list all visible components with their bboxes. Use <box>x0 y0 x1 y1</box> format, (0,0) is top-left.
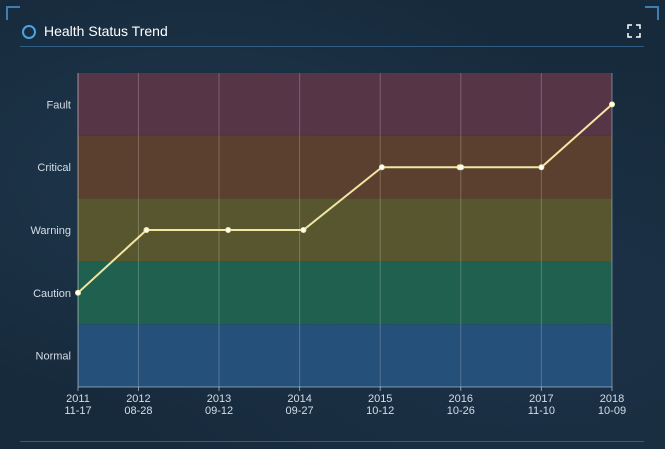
x-tick-year: 2017 <box>529 393 553 405</box>
x-tick-date: 10-12 <box>366 405 394 417</box>
y-tick-label: Critical <box>37 162 71 174</box>
data-point[interactable] <box>300 227 307 233</box>
x-tick-year: 2014 <box>287 393 311 405</box>
x-tick-date: 09-27 <box>286 405 314 417</box>
footer-divider <box>20 441 644 442</box>
x-tick-date: 11-10 <box>528 405 555 417</box>
data-points <box>75 101 615 296</box>
band-normal <box>78 324 612 387</box>
y-tick-label: Caution <box>33 288 71 300</box>
data-point[interactable] <box>225 227 232 233</box>
grid-lines <box>77 73 613 391</box>
data-point[interactable] <box>458 164 465 171</box>
corner-decoration <box>6 6 20 20</box>
x-tick-year: 2012 <box>126 393 150 405</box>
x-tick-year: 2018 <box>600 393 624 405</box>
x-tick-year: 2016 <box>449 393 473 405</box>
corner-decoration <box>645 6 659 20</box>
x-tick-date: 10-09 <box>598 405 626 417</box>
y-axis-labels: Normal Caution Warning Critical Fault <box>30 99 71 362</box>
x-tick-date: 11-17 <box>64 405 91 417</box>
fullscreen-icon[interactable] <box>626 23 642 39</box>
x-tick-year: 2013 <box>207 393 231 405</box>
x-tick-date: 10-26 <box>447 405 475 417</box>
y-tick-label: Normal <box>36 351 71 363</box>
data-point[interactable] <box>143 227 150 233</box>
data-point[interactable] <box>75 289 81 296</box>
x-tick-date: 08-28 <box>124 405 152 417</box>
x-tick-date: 09-12 <box>205 405 233 417</box>
data-point[interactable] <box>538 164 545 171</box>
panel-header: Health Status Trend <box>20 18 644 47</box>
data-point[interactable] <box>378 164 385 171</box>
band-caution <box>78 261 612 325</box>
x-tick-year: 2015 <box>368 393 392 405</box>
panel-title: Health Status Trend <box>44 23 168 39</box>
x-tick-year: 2011 <box>66 393 90 405</box>
band-fault <box>78 73 612 136</box>
y-tick-label: Warning <box>30 225 71 237</box>
circle-icon <box>22 25 36 39</box>
y-tick-label: Fault <box>47 99 71 111</box>
data-point[interactable] <box>609 101 615 108</box>
